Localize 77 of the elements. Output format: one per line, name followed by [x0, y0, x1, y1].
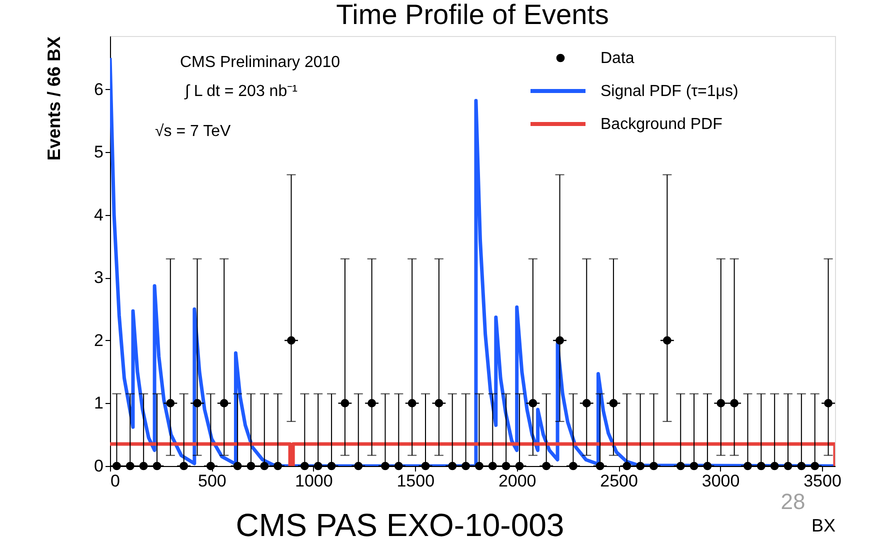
- legend-label: Signal PDF (τ=1μs): [600, 83, 738, 100]
- legend-label: Background PDF: [600, 116, 723, 133]
- point: [475, 462, 484, 470]
- point: [421, 462, 430, 470]
- text: CMS PAS EXO-10-003: [236, 507, 564, 543]
- point: [246, 462, 256, 470]
- point: [810, 462, 820, 470]
- x-tick-label: 0: [110, 472, 120, 490]
- point: [448, 462, 457, 470]
- y-tick-label: 0: [94, 456, 104, 476]
- point: [528, 399, 538, 408]
- annotation: √s = 7 TeV: [155, 123, 231, 140]
- point: [340, 399, 350, 408]
- point: [582, 399, 591, 408]
- point: [784, 462, 792, 470]
- point: [730, 399, 738, 408]
- point: [756, 462, 766, 470]
- x-tick-label: 500: [198, 472, 226, 490]
- point: [770, 462, 779, 470]
- point: [542, 462, 551, 470]
- point: [220, 399, 228, 408]
- legend-label: Data: [600, 50, 634, 67]
- y-axis-title: Events / 66 BX: [44, 36, 64, 161]
- point: [166, 399, 175, 408]
- x-tick-label: 1500: [396, 472, 435, 490]
- point: [569, 462, 578, 470]
- point: [716, 399, 726, 408]
- text: 28: [780, 489, 806, 514]
- x-tick-label: 1000: [295, 472, 333, 490]
- point: [152, 462, 162, 470]
- chart-title: Time Profile of Events: [336, 0, 609, 30]
- point: [662, 336, 672, 345]
- point: [368, 399, 376, 408]
- y-tick-label: 3: [94, 268, 104, 288]
- y-tick-label: 6: [94, 80, 104, 99]
- point: [193, 399, 202, 408]
- y-tick-label: 1: [94, 394, 104, 413]
- point: [139, 462, 148, 470]
- annotation: CMS Preliminary 2010: [180, 54, 340, 71]
- x-tick-label: 2500: [600, 472, 638, 490]
- point: [462, 462, 470, 470]
- x-tick-label: 3000: [702, 472, 740, 490]
- point: [274, 462, 282, 470]
- point: [233, 462, 242, 470]
- point: [126, 462, 134, 470]
- x-tick-label: 3500: [804, 472, 842, 490]
- point: [650, 462, 658, 470]
- point: [744, 462, 752, 470]
- point: [556, 336, 564, 345]
- point: [394, 462, 403, 470]
- point: [824, 399, 832, 408]
- point: [408, 399, 416, 408]
- point: [260, 462, 269, 470]
- y-tick-label: 2: [94, 330, 104, 350]
- point: [488, 462, 497, 470]
- annotation: ∫ L dt = 203 nb⁻¹: [184, 83, 298, 100]
- point: [112, 462, 121, 470]
- y-tick-label: 4: [94, 205, 104, 224]
- point: [287, 336, 296, 345]
- point: [690, 462, 698, 470]
- point: [797, 462, 806, 470]
- x-tick-label: 2000: [498, 472, 536, 490]
- point: [354, 462, 363, 470]
- point: [596, 462, 604, 470]
- point: [381, 462, 390, 470]
- point: [502, 462, 510, 470]
- point: [676, 462, 685, 470]
- x-axis-title: BX: [811, 516, 836, 536]
- y-tick-label: 5: [94, 142, 104, 162]
- point: [327, 462, 336, 470]
- point: [622, 462, 632, 470]
- point: [636, 462, 645, 470]
- point: [703, 462, 712, 470]
- point: [609, 399, 618, 408]
- point: [180, 462, 188, 470]
- point: [300, 462, 309, 470]
- point: [434, 399, 444, 408]
